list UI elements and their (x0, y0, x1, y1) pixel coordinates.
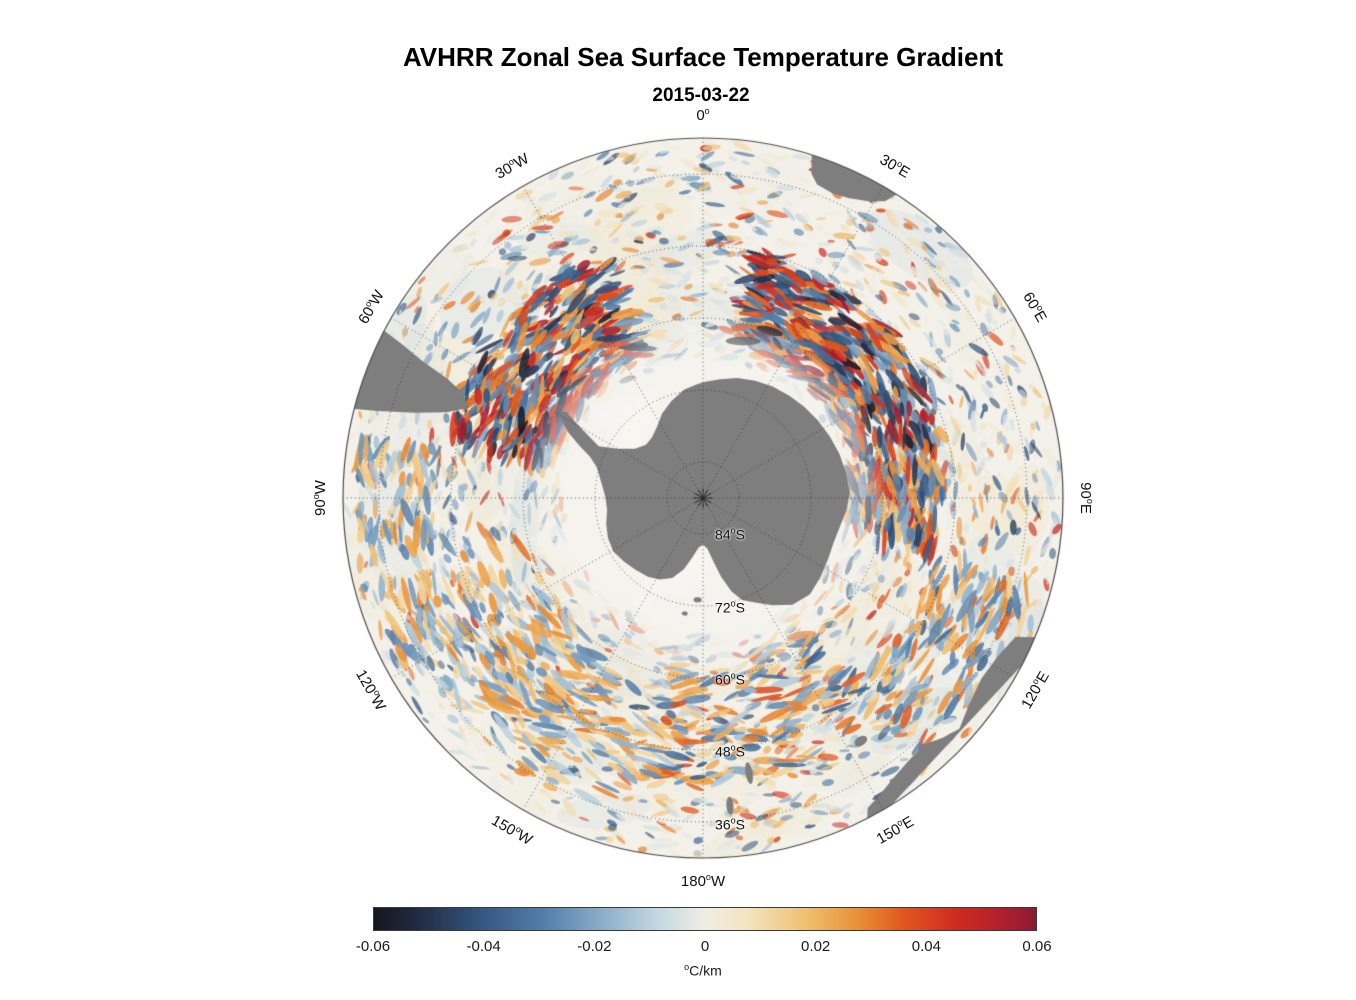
colorbar-gradient (373, 907, 1037, 931)
colorbar-tick-label: -0.06 (355, 938, 391, 955)
meridian-label: 180oW (680, 872, 726, 890)
meridian-label: 90oE (1077, 482, 1095, 514)
parallel-label: 48oS (715, 743, 745, 760)
parallel-label: 84oS (715, 525, 745, 543)
meridian-label: 0o (696, 106, 710, 124)
colorbar-tick-label: -0.04 (466, 938, 501, 955)
sst-gradient-polar-map-canvas (341, 136, 1065, 860)
colorbar-tick-label: 0 (700, 938, 710, 955)
colorbar-tick-label: 0.06 (1022, 938, 1052, 955)
colorbar-tick-label: 0.02 (801, 938, 831, 955)
colorbar-unit-label: oC/km (684, 962, 722, 979)
colorbar-tick-label: 0.04 (911, 938, 941, 955)
parallel-label: 36oS (715, 815, 745, 833)
chart-subtitle: 2015-03-22 (652, 85, 750, 106)
meridian-label: 90oW (311, 480, 329, 516)
parallel-label: 60oS (715, 670, 745, 688)
chart-title: AVHRR Zonal Sea Surface Temperature Grad… (402, 42, 1004, 72)
colorbar-tick-labels: -0.06 -0.04 -0.02 0 0.02 0.04 0.06 (356, 938, 1052, 958)
parallel-label: 72oS (715, 598, 745, 615)
colorbar-tick-label: -0.02 (577, 938, 612, 955)
